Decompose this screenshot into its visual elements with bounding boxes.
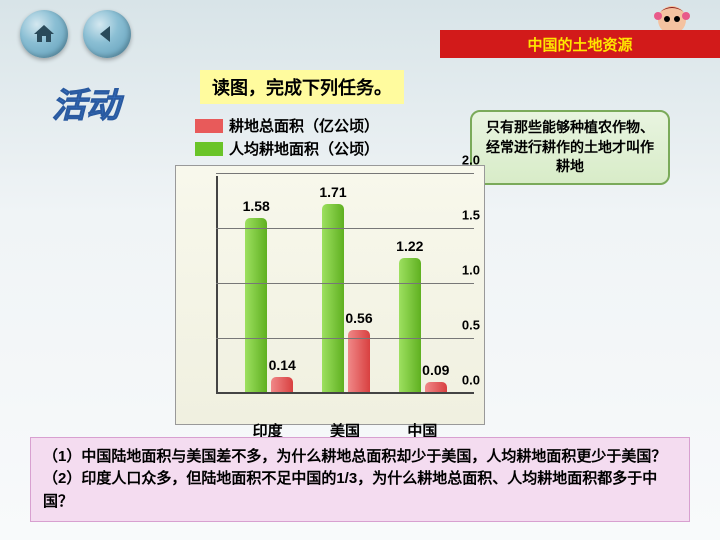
definition-box: 只有那些能够种植农作物、经常进行耕作的土地才叫作耕地 — [470, 110, 670, 185]
question-2: （2）印度人口众多，但陆地面积不足中国的1/3，为什么耕地总面积、人均耕地面积都… — [43, 468, 677, 513]
gridline — [216, 173, 474, 174]
bar-value-label: 0.14 — [269, 357, 296, 373]
bar-group: 1.220.09 — [399, 258, 447, 392]
bar-chart: 1.580.141.710.561.220.09 印度美国中国 0.00.51.… — [175, 165, 485, 425]
y-tick-label: 0.0 — [462, 373, 480, 388]
home-button[interactable] — [20, 10, 68, 58]
bar-value-label: 0.09 — [422, 362, 449, 378]
legend-label: 耕地总面积（亿公顷） — [229, 115, 379, 136]
bar-value-label: 1.71 — [319, 184, 346, 200]
y-tick-label: 1.5 — [462, 208, 480, 223]
y-tick-label: 1.0 — [462, 263, 480, 278]
legend-swatch-red — [195, 119, 223, 133]
back-arrow-icon — [95, 22, 119, 46]
bar-group: 1.580.14 — [245, 218, 293, 392]
y-tick-label: 2.0 — [462, 153, 480, 168]
banner: 中国的土地资源 — [440, 30, 720, 58]
bar-red: 0.09 — [425, 382, 447, 392]
bar-red: 0.56 — [348, 330, 370, 392]
banner-title: 中国的土地资源 — [527, 34, 632, 55]
bar-group: 1.710.56 — [322, 204, 370, 392]
gridline — [216, 228, 474, 229]
svg-text:活动: 活动 — [52, 87, 124, 125]
bar-value-label: 1.58 — [243, 198, 270, 214]
task-instruction: 读图，完成下列任务。 — [200, 70, 404, 104]
question-1: （1）中国陆地面积与美国差不多，为什么耕地总面积却少于美国，人均耕地面积更少于美… — [43, 446, 677, 469]
back-button[interactable] — [83, 10, 131, 58]
legend-swatch-green — [195, 142, 223, 156]
bar-value-label: 0.56 — [345, 310, 372, 326]
gridline — [216, 283, 474, 284]
chart-legend: 耕地总面积（亿公顷） 人均耕地面积（公顷） — [195, 115, 379, 161]
y-tick-label: 0.5 — [462, 318, 480, 333]
bar-green: 1.22 — [399, 258, 421, 392]
questions-panel: （1）中国陆地面积与美国差不多，为什么耕地总面积却少于美国，人均耕地面积更少于美… — [30, 437, 690, 523]
activity-label: 活动 — [50, 82, 150, 137]
gridline — [216, 338, 474, 339]
bar-green: 1.58 — [245, 218, 267, 392]
legend-item: 人均耕地面积（公顷） — [195, 138, 379, 159]
bar-green: 1.71 — [322, 204, 344, 392]
home-icon — [32, 22, 56, 46]
legend-item: 耕地总面积（亿公顷） — [195, 115, 379, 136]
bar-value-label: 1.22 — [396, 238, 423, 254]
legend-label: 人均耕地面积（公顷） — [229, 138, 379, 159]
bar-red: 0.14 — [271, 377, 293, 392]
